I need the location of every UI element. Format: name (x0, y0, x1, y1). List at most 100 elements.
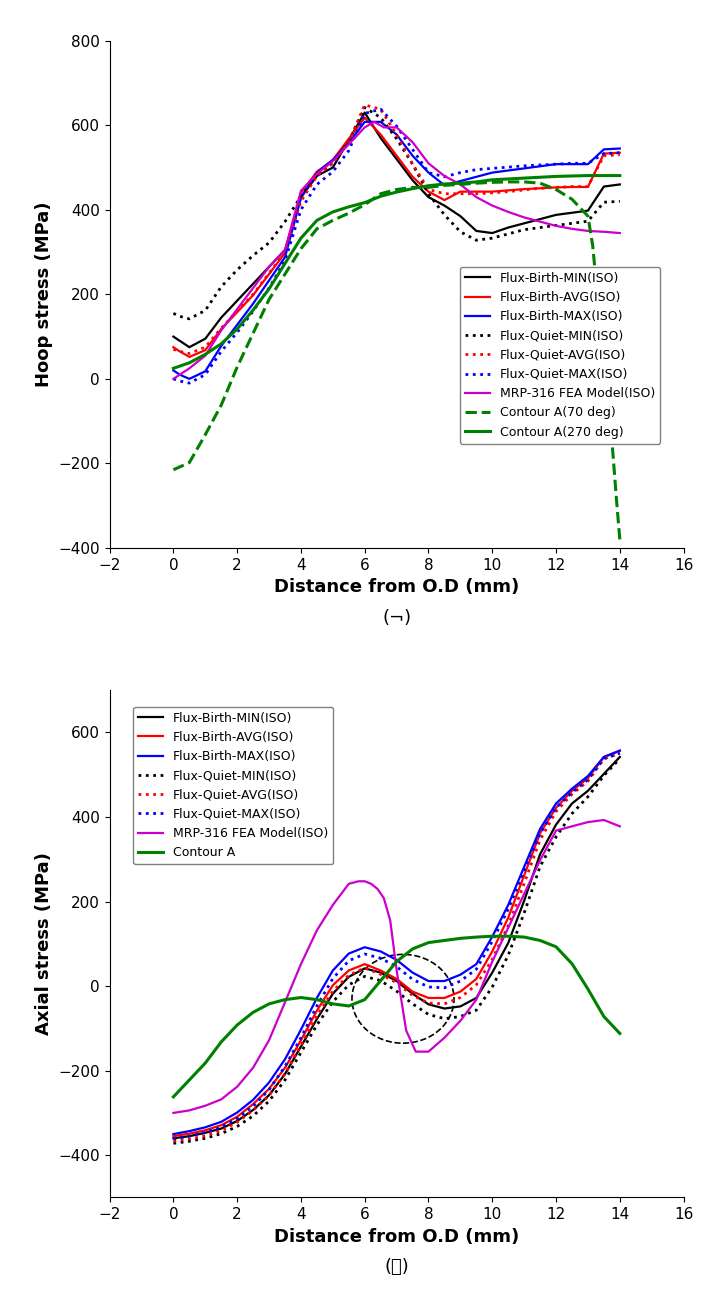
Flux-Quiet-MAX(ISO) (536, 826, 545, 842)
Flux-Birth-MIN(ISO) (408, 172, 417, 188)
Flux-Quiet-MIN(ISO) (217, 279, 226, 295)
Flux-Quiet-AVG(ISO) (233, 1114, 242, 1130)
MRP-316 FEA Model(ISO) (386, 912, 395, 928)
Flux-Birth-MAX(ISO) (424, 164, 433, 180)
Flux-Birth-AVG(ISO) (392, 147, 401, 163)
MRP-316 FEA Model(ISO) (175, 367, 184, 382)
Contour A (472, 929, 480, 945)
Flux-Birth-AVG(ISO) (249, 1096, 258, 1112)
Flux-Quiet-MIN(ISO) (328, 994, 337, 1010)
Contour A(270 deg) (488, 172, 496, 188)
MRP-316 FEA Model(ISO) (552, 822, 561, 838)
Y-axis label: Axial stress (MPa): Axial stress (MPa) (35, 852, 52, 1035)
Flux-Quiet-AVG(ISO) (456, 989, 464, 1005)
Flux-Quiet-MAX(ISO) (599, 146, 608, 162)
MRP-316 FEA Model(ISO) (169, 1105, 178, 1121)
Flux-Birth-MIN(ISO) (376, 964, 385, 980)
Contour A(270 deg) (169, 360, 178, 376)
Contour A(270 deg) (217, 335, 226, 351)
Line: Flux-Quiet-MIN(ISO): Flux-Quiet-MIN(ISO) (173, 107, 620, 318)
Flux-Quiet-MIN(ISO) (312, 167, 321, 183)
Flux-Birth-MIN(ISO) (584, 202, 593, 218)
Contour A (584, 981, 593, 997)
Flux-Quiet-AVG(ISO) (185, 1131, 194, 1147)
MRP-316 FEA Model(ISO) (424, 1044, 433, 1060)
Flux-Birth-AVG(ISO) (408, 984, 417, 1000)
Contour A(270 deg) (552, 168, 561, 184)
Flux-Birth-AVG(ISO) (568, 179, 577, 194)
MRP-316 FEA Model(ISO) (440, 168, 448, 184)
MRP-316 FEA Model(ISO) (344, 137, 353, 153)
Flux-Birth-MAX(ISO) (488, 164, 496, 180)
Flux-Birth-MIN(ISO) (599, 179, 608, 194)
Line: Flux-Birth-MAX(ISO): Flux-Birth-MAX(ISO) (173, 750, 620, 1134)
Flux-Birth-AVG(ISO) (568, 783, 577, 799)
Contour A (520, 929, 529, 945)
Contour A (488, 928, 496, 944)
Flux-Quiet-AVG(ISO) (568, 179, 577, 194)
MRP-316 FEA Model(ISO) (379, 120, 388, 136)
Flux-Quiet-MIN(ISO) (552, 218, 561, 234)
Flux-Quiet-MAX(ISO) (360, 946, 369, 962)
Contour A (185, 1073, 194, 1088)
Flux-Birth-AVG(ISO) (233, 304, 242, 320)
Contour A (408, 941, 417, 957)
Contour A (392, 954, 401, 970)
Flux-Quiet-MAX(ISO) (584, 155, 593, 171)
Contour A(270 deg) (312, 213, 321, 228)
Flux-Birth-MAX(ISO) (536, 158, 545, 174)
Flux-Quiet-MAX(ISO) (472, 162, 480, 177)
Flux-Quiet-MAX(ISO) (328, 971, 337, 987)
Flux-Birth-MAX(ISO) (568, 780, 577, 796)
Flux-Quiet-AVG(ISO) (520, 183, 529, 198)
Flux-Quiet-AVG(ISO) (249, 287, 258, 303)
MRP-316 FEA Model(ISO) (472, 189, 480, 205)
Flux-Birth-MIN(ISO) (265, 258, 274, 274)
Flux-Birth-MAX(ISO) (488, 929, 496, 945)
MRP-316 FEA Model(ISO) (217, 322, 226, 338)
Legend: Flux-Birth-MIN(ISO), Flux-Birth-AVG(ISO), Flux-Birth-MAX(ISO), Flux-Quiet-MIN(IS: Flux-Birth-MIN(ISO), Flux-Birth-AVG(ISO)… (133, 706, 333, 864)
Contour A(70 deg) (472, 175, 480, 191)
Y-axis label: Hoop stress (MPa): Hoop stress (MPa) (35, 201, 52, 388)
Flux-Quiet-AVG(ISO) (280, 1066, 289, 1082)
Flux-Birth-MAX(ISO) (201, 1120, 210, 1135)
Flux-Quiet-MIN(ISO) (584, 790, 593, 805)
Flux-Quiet-MIN(ISO) (520, 906, 529, 921)
Flux-Quiet-MAX(ISO) (328, 164, 337, 180)
Flux-Quiet-AVG(ISO) (504, 184, 513, 200)
Flux-Quiet-MAX(ISO) (265, 1082, 274, 1098)
MRP-316 FEA Model(ISO) (504, 920, 513, 936)
Flux-Quiet-MAX(ISO) (249, 1099, 258, 1114)
Flux-Quiet-MAX(ISO) (233, 1111, 242, 1126)
Flux-Quiet-AVG(ISO) (615, 147, 624, 163)
Contour A(70 deg) (599, 352, 608, 368)
MRP-316 FEA Model(ISO) (599, 224, 608, 240)
Flux-Quiet-AVG(ISO) (312, 1007, 321, 1023)
Flux-Quiet-AVG(ISO) (175, 343, 184, 359)
MRP-316 FEA Model(ISO) (265, 1032, 274, 1048)
Flux-Birth-AVG(ISO) (504, 183, 513, 198)
Flux-Quiet-MAX(ISO) (424, 979, 433, 994)
Flux-Quiet-MIN(ISO) (376, 972, 385, 988)
MRP-316 FEA Model(ISO) (392, 962, 401, 977)
Flux-Quiet-AVG(ISO) (568, 787, 577, 803)
Flux-Quiet-AVG(ISO) (472, 185, 480, 201)
Flux-Quiet-MIN(ISO) (280, 214, 289, 230)
Contour A (552, 940, 561, 955)
Contour A(70 deg) (312, 221, 321, 236)
Flux-Birth-AVG(ISO) (217, 1117, 226, 1133)
Flux-Birth-MAX(ISO) (552, 157, 561, 172)
Contour A(70 deg) (593, 288, 602, 304)
Flux-Quiet-AVG(ISO) (552, 804, 561, 820)
Flux-Quiet-AVG(ISO) (169, 1134, 178, 1150)
Flux-Birth-MIN(ISO) (488, 964, 496, 980)
Flux-Quiet-MIN(ISO) (599, 767, 608, 783)
Flux-Birth-MAX(ISO) (169, 1126, 178, 1142)
Flux-Birth-MAX(ISO) (456, 967, 464, 983)
Flux-Quiet-MAX(ISO) (472, 962, 480, 977)
Flux-Birth-MAX(ISO) (599, 141, 608, 157)
Flux-Birth-AVG(ISO) (360, 957, 369, 972)
Flux-Quiet-MAX(ISO) (376, 950, 385, 966)
Flux-Birth-MAX(ISO) (392, 127, 401, 142)
Flux-Quiet-MAX(ISO) (312, 998, 321, 1014)
